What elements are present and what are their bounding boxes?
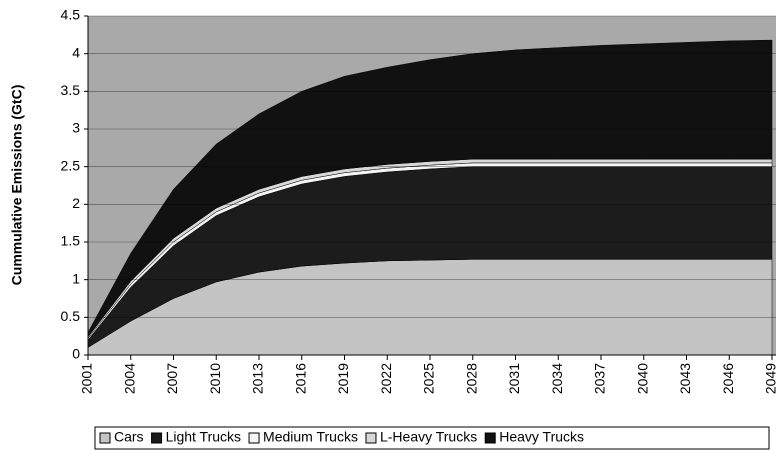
x-tick-label: 2034 [549,363,565,394]
x-tick-label: 2004 [121,363,137,394]
legend-box [94,426,770,450]
y-tick-label: 3.5 [61,82,81,98]
x-tick-label: 2049 [763,363,776,394]
x-tick-label: 2019 [335,363,351,394]
y-tick-label: 4.5 [61,7,81,23]
y-tick-label: 0 [72,346,80,362]
legend-swatch [151,432,163,444]
x-tick-label: 2025 [421,363,437,394]
x-tick-label: 2016 [292,363,308,394]
x-tick-label: 2040 [634,363,650,394]
area [87,39,773,338]
x-tick-label: 2028 [463,363,479,394]
x-tick-label: 2046 [720,363,736,394]
x-tick-label: 2001 [79,363,95,394]
legend-swatch [484,432,496,444]
legend-label: Cars [114,429,144,445]
y-axis-title: Cummulative Emissions (GtC) [9,85,25,286]
y-tick-label: 1.5 [61,233,81,249]
y-tick-label: 0.5 [61,308,81,324]
legend-swatch [99,432,111,444]
legend-label: Light Trucks [166,429,241,445]
y-tick-label: 4 [72,44,80,60]
y-tick-label: 3 [72,120,80,136]
x-tick-label: 2043 [677,363,693,394]
y-tick-label: 2.5 [61,157,81,173]
y-tick-label: 1 [72,270,80,286]
legend-swatch [365,432,377,444]
x-tick-label: 2013 [250,363,266,394]
legend-label: Medium Trucks [263,429,358,445]
legend-swatch [248,432,260,444]
x-tick-label: 2022 [378,363,394,394]
y-tick-label: 2 [72,195,80,211]
x-tick-label: 2037 [592,363,608,394]
x-tick-label: 2010 [207,363,223,394]
legend-label: Heavy Trucks [499,429,584,445]
x-tick-label: 2031 [506,363,522,394]
legend-label: L-Heavy Trucks [380,429,477,445]
x-tick-label: 2007 [164,363,180,394]
